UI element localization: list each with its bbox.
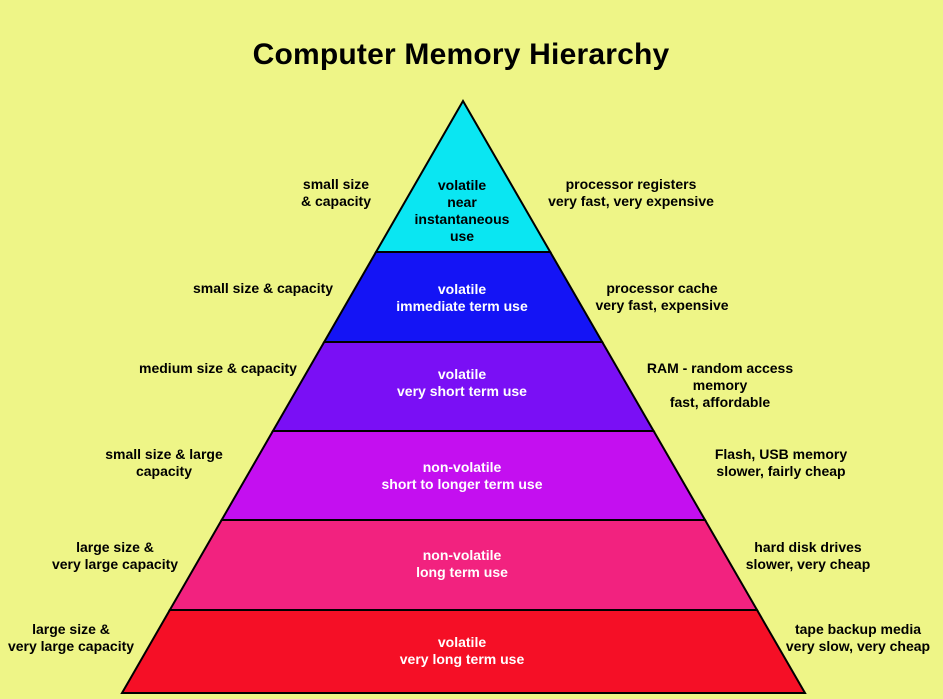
tier-2-right-label-line: processor cache [606,280,718,296]
tier-6-right-label-line: tape backup media [794,621,922,637]
tier-2-description-line: immediate term use [396,298,528,314]
tier-1-left-label: small size & capacity [186,176,486,210]
tier-1-right-label-line: very fast, very expensive [548,193,714,209]
pyramid-tier-6 [120,609,807,694]
tier-4-right-label-line: Flash, USB memory [714,446,848,462]
tier-6-description-line: volatile [438,634,486,650]
tier-2-left-label-line: small size & capacity [192,280,334,296]
tier-1-right-label-line: processor registers [565,176,697,192]
tier-4-description-line: non-volatile [423,459,502,475]
tier-5-description-line: non-volatile [423,547,502,563]
tier-3-description-line: very short term use [397,383,527,399]
tier-5-left-label: large size & very large capacity [0,539,265,573]
tier-3-left-label-line: medium size & capacity [139,360,297,376]
tier-1-description-line: instantaneous [415,211,510,227]
tier-6-right-label: tape backup media very slow, very cheap [708,621,943,655]
tier-2-left-label: small size & capacity [113,280,413,297]
tier-5-right-label-line: slower, very cheap [745,556,871,572]
tier-5-left-label-line: large size & [76,539,154,555]
tier-4-left-label-line: small size & large [105,446,223,462]
tier-2-right-label-line: very fast, expensive [595,297,729,313]
tier-1-left-label-line: & capacity [300,193,372,209]
diagram-title: Computer Memory Hierarchy [252,38,670,71]
tier-3-description: volatile very short term use [397,366,527,399]
tier-6-left-label-line: very large capacity [7,638,135,654]
tier-3-right-label-line: memory [692,377,748,393]
tier-3-description-line: volatile [438,366,486,382]
tier-3-right-label-line: RAM - random access [646,360,794,376]
tier-6-right-label-line: very slow, very cheap [785,638,931,654]
tier-4-right-label: Flash, USB memory slower, fairly cheap [631,446,931,480]
tier-6-description: volatile very long term use [400,634,525,667]
tier-5-right-label-line: hard disk drives [754,539,862,555]
tier-4-description-line: short to longer term use [381,476,542,492]
tier-1-right-label: processor registers very fast, very expen… [481,176,781,210]
tier-4-left-label-line: capacity [135,463,193,479]
tier-5-left-label-line: very large capacity [51,556,179,572]
tier-1-description: volatile near instantaneous use [415,177,510,244]
tier-4-left-label: small size & large capacity [14,446,314,480]
tier-6-description-line: very long term use [400,651,525,667]
tier-4-description: non-volatile short to longer term use [381,459,542,492]
tier-3-right-label: RAM - random access memory fast, affordabl… [570,360,870,411]
tier-1-description-line: volatile [438,177,486,193]
tier-6-left-label: large size & very large capacity [0,621,221,655]
tier-2-description: volatile immediate term use [396,281,528,314]
tier-5-right-label: hard disk drives slower, very cheap [658,539,943,573]
tier-5-description: non-volatile long term use [416,547,508,580]
tier-2-right-label: processor cache very fast, expensive [512,280,812,314]
tier-2-description-line: volatile [438,281,486,297]
tier-1-left-label-line: small size [302,176,370,192]
tier-5-description-line: long term use [416,564,508,580]
tier-3-left-label: medium size & capacity [68,360,368,377]
tier-1-description-line: use [450,228,474,244]
tier-1-description-line: near [447,194,477,210]
tier-4-right-label-line: slower, fairly cheap [716,463,846,479]
tier-6-left-label-line: large size & [32,621,110,637]
tier-3-right-label-line: fast, affordable [669,394,771,410]
